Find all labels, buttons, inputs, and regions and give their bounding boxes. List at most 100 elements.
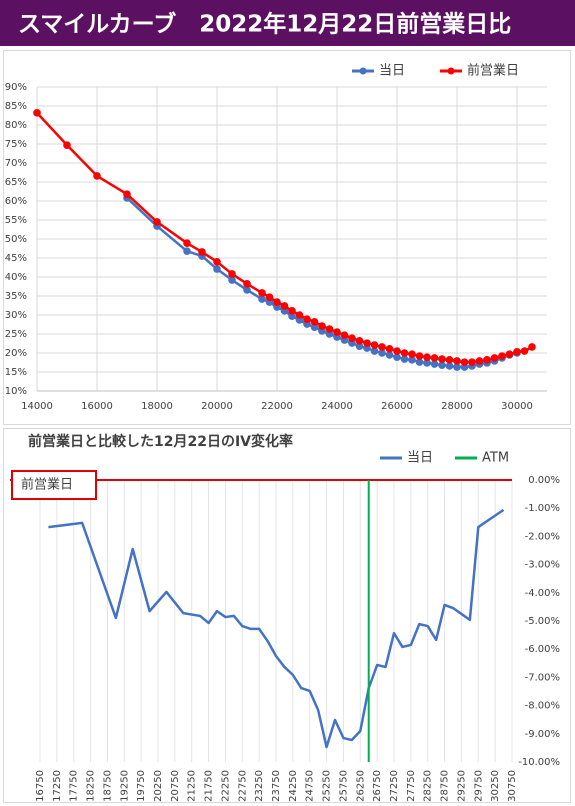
marker [385,345,394,353]
x-tick-label: 19250 [119,770,130,802]
marker [198,248,206,256]
marker [415,352,424,360]
header-title: スマイルカーブ 2022年12月22日前営業日比 [18,11,511,38]
x-tick-label: 20000 [201,401,233,412]
x-tick-label: 29250 [456,770,467,802]
marker [423,353,431,361]
x-tick-label: 17750 [69,770,80,802]
marker [400,349,409,357]
x-tick-label: 23750 [271,770,282,802]
y-tick-label: 30% [5,310,27,321]
x-tick-label: 29750 [473,770,484,802]
marker [325,325,334,333]
y-tick-label: 80% [5,120,27,131]
legend-label: ATM [482,451,509,466]
marker [475,357,484,365]
x-tick-label: 16750 [35,770,46,802]
x-tick-label: 26250 [355,770,366,802]
header-bar [0,0,575,46]
marker [445,356,454,364]
marker [273,298,281,306]
y-tick-label: -4.00% [525,588,560,599]
y-tick-label: 50% [5,234,27,245]
x-tick-label: 23250 [254,770,265,802]
chart-title: 前営業日と比較した12月22日のIV変化率 [28,433,293,450]
marker [520,347,529,355]
x-tick-label: 14000 [21,401,53,412]
x-tick-label: 21250 [187,770,198,802]
marker [243,280,251,288]
x-tick-label: 30750 [507,770,518,802]
marker [460,358,469,366]
marker [153,218,161,226]
y-tick-label: -6.00% [525,644,560,655]
x-tick-label: 26750 [372,770,383,802]
x-tick-label: 27750 [406,770,417,802]
marker [430,354,439,362]
marker [123,190,131,198]
marker [333,328,341,336]
marker [63,141,71,149]
marker [505,350,514,358]
marker [363,339,371,347]
x-tick-label: 30250 [490,770,501,802]
marker [340,331,349,339]
x-tick-label: 19750 [136,770,147,802]
marker [528,343,536,351]
marker [280,302,289,310]
x-tick-label: 28000 [441,401,473,412]
marker [378,343,386,351]
legend-marker [359,67,367,75]
marker [370,341,379,349]
y-tick-label: 35% [5,291,27,302]
y-tick-label: -2.00% [525,531,560,542]
x-tick-label: 22000 [261,401,293,412]
marker [93,172,101,180]
x-tick-label: 24250 [288,770,299,802]
x-tick-label: 18250 [86,770,97,802]
x-tick-label: 28750 [440,770,451,802]
x-tick-label: 27250 [389,770,400,802]
x-tick-label: 21750 [204,770,215,802]
y-tick-label: -8.00% [525,701,560,712]
x-tick-label: 18000 [141,401,173,412]
x-tick-label: 20750 [170,770,181,802]
marker [33,109,41,117]
y-tick-label: 0.00% [528,475,560,486]
marker [453,357,461,365]
marker [438,355,446,363]
x-tick-label: 16000 [81,401,113,412]
series-line [48,508,505,749]
x-tick-label: 22250 [220,770,231,802]
x-tick-label: 28250 [423,770,434,802]
marker [258,289,266,297]
marker [348,334,356,342]
x-tick-label: 24750 [305,770,316,802]
y-tick-label: 75% [5,139,27,150]
y-tick-label: 60% [5,196,27,207]
y-tick-label: 85% [5,101,27,112]
y-tick-label: -3.00% [525,560,560,571]
y-tick-label: 70% [5,158,27,169]
marker [183,239,191,247]
marker [265,293,274,301]
y-tick-label: -1.00% [525,503,560,514]
x-tick-label: 25750 [338,770,349,802]
y-tick-label: -5.00% [525,616,560,627]
y-tick-label: 20% [5,348,27,359]
marker [310,318,319,326]
marker [183,247,191,255]
y-tick-label: 90% [5,82,27,93]
marker [408,350,416,358]
y-tick-label: 10% [5,386,27,397]
marker [355,337,364,345]
y-tick-label: 40% [5,272,27,283]
marker [213,258,221,266]
x-tick-label: 17250 [52,770,63,802]
legend-label: 当日 [379,64,405,79]
x-tick-label: 26000 [381,401,413,412]
reference-label-box [11,470,97,500]
y-tick-label: 45% [5,253,27,264]
x-tick-label: 24000 [321,401,353,412]
